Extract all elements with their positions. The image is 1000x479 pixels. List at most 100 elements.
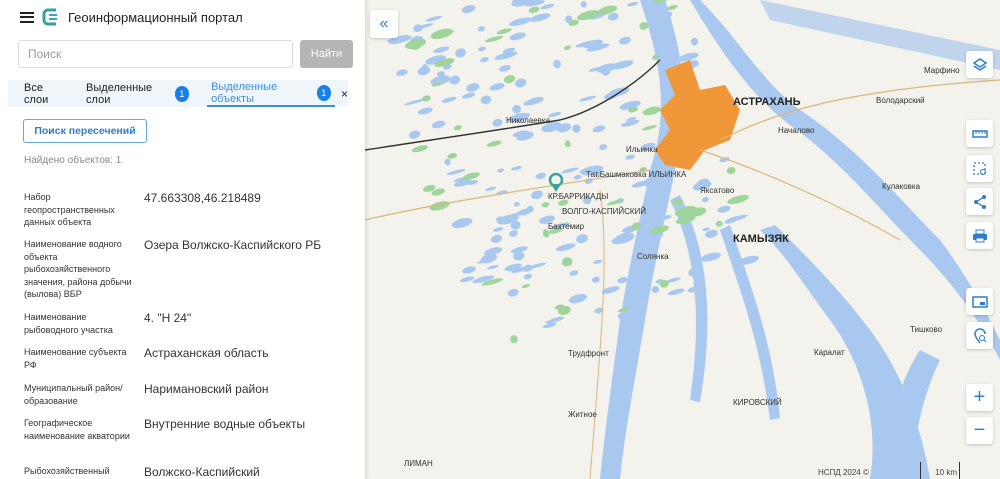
minimap-button[interactable] [966,288,993,315]
lake-shape [502,47,515,54]
share-button[interactable] [966,188,993,215]
lake-shape [631,180,650,188]
lake-shape [659,184,668,189]
lake-shape [535,172,546,180]
found-count: Найдено объектов: 1 [24,155,122,166]
lake-shape [640,142,656,151]
close-icon[interactable]: × [340,86,348,101]
lake-shape [663,11,673,18]
lake-shape [431,120,446,129]
lake-shape [668,288,685,296]
lake-shape [447,153,458,159]
search-input[interactable] [18,40,293,68]
lake-shape [538,215,555,224]
lake-shape [408,130,421,139]
lake-shape [702,227,711,232]
map-attribution[interactable]: НСПД 2024 © [818,468,869,477]
print-button[interactable] [966,222,993,249]
lake-shape [582,195,592,205]
lake-shape [618,36,631,45]
collapse-panel-button[interactable]: « [370,10,398,38]
lake-shape [642,106,661,116]
map-label: ВОЛГО-КАСПИЙСКИЙ [562,207,647,216]
lake-shape [446,168,466,176]
intersection-search-button[interactable]: Поиск пересечений [23,119,147,143]
lake-shape [579,95,597,102]
tab-label: Выделенные слои [86,81,153,106]
attribute-value: 4. "Н 24" [144,311,192,325]
lake-shape [727,194,749,205]
lake-shape [594,307,604,314]
lake-shape [513,201,520,207]
lake-shape [451,218,473,229]
tab-selected-objects[interactable]: Выделенные объекты 1 [207,80,335,107]
lake-shape [620,119,640,127]
tab-selected-layers[interactable]: Выделенные слои 1 [82,80,193,107]
attribute-label: Набор геопространственных данных объекта [24,192,115,227]
lake-shape [511,0,533,7]
lake-shape [509,32,526,41]
minimap-icon [971,295,988,308]
lake-shape [628,107,639,113]
tab-label: Все слои [24,81,49,106]
lake-shape [650,225,669,234]
hamburger-icon[interactable] [20,11,34,23]
lake-shape [719,157,730,163]
tab-bar: Все слои Выделенные слои 1 Выделенные объ… [8,80,348,107]
lake-shape [484,247,503,256]
lake-shape [434,58,455,67]
lake-shape [603,92,619,100]
lake-shape [444,158,451,166]
lake-shape [568,19,579,26]
lake-shape [642,125,657,131]
lake-shape [715,220,723,227]
lake-shape [558,306,571,315]
attribute-label: Наименование рыбоводного участка [24,312,113,335]
map-label: КР.БАРРИКАДЫ [548,192,609,201]
map-scale: 10 km [920,462,960,479]
search-location-icon [973,327,986,343]
lake-shape [688,268,696,277]
lake-shape [558,199,569,206]
lake-shape [528,6,540,14]
lake-shape [591,276,600,283]
share-icon [973,194,986,209]
attribute-label: Географическое наименование акватории [24,418,130,441]
lake-shape [617,313,624,319]
zoom-out-icon: − [973,419,986,441]
attribute-value: Озера Волжско-Каспийского РБ [144,238,322,252]
find-button[interactable]: Найти [300,40,353,68]
tab-all-layers[interactable]: Все слои [20,80,70,107]
zoom-in-button[interactable]: + [966,384,993,411]
lake-shape [639,22,649,30]
zoom-out-button[interactable]: − [966,417,993,444]
lake-shape [480,57,489,63]
double-chevron-left-icon: « [379,15,389,32]
lake-shape [666,277,681,283]
app-title: Геоинформационный портал [68,9,243,25]
ruler-button[interactable] [966,120,993,147]
lake-shape [472,275,495,284]
lake-shape [507,288,519,297]
lake-shape [485,36,503,43]
map-label: Ильинка [626,145,658,154]
layers-button[interactable] [966,51,993,78]
select-area-button[interactable] [966,155,993,182]
count-badge: 1 [316,84,331,101]
search-location-button[interactable] [966,322,993,349]
map-label: Марфино [924,66,960,75]
lake-shape [499,64,511,72]
lake-shape [528,262,547,269]
map-location-marker[interactable] [548,172,564,192]
lake-shape [627,1,639,7]
lake-shape [601,286,620,294]
lake-shape [514,78,527,88]
lake-shape [581,166,604,176]
lake-shape [461,92,476,99]
lake-shape [422,64,429,72]
portal-logo-icon [42,8,57,26]
lake-shape [661,215,672,220]
lake-shape [651,286,660,293]
count-badge: 1 [174,85,190,102]
attribute-label: Рыбохозяйственный [24,466,110,476]
